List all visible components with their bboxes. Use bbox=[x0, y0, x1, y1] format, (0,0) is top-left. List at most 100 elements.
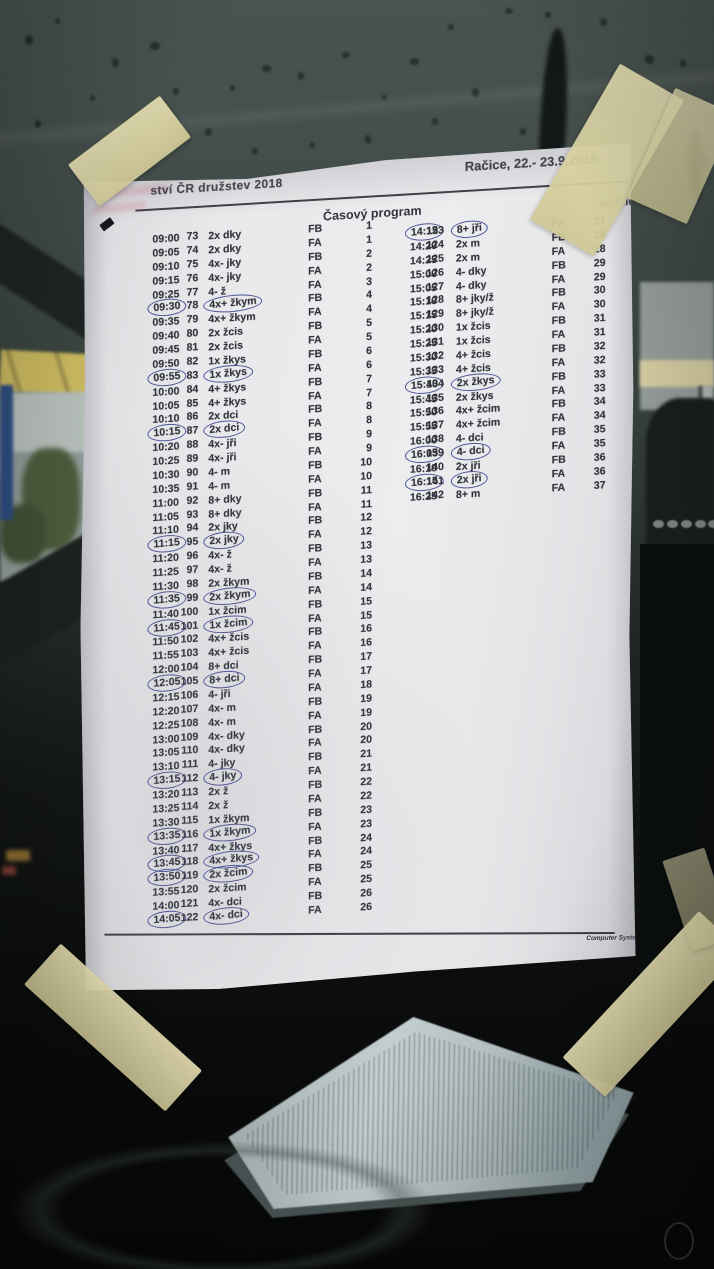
race-number: 111 bbox=[181, 758, 199, 772]
rain-droplet bbox=[252, 148, 258, 154]
start-time: 10:10 bbox=[116, 413, 152, 415]
rain-droplet bbox=[230, 85, 235, 91]
race-order: 6 bbox=[366, 344, 372, 358]
start-time: 16:00 bbox=[409, 434, 437, 448]
start-time: 10:05 bbox=[116, 399, 152, 401]
start-time: 13:15 bbox=[116, 775, 152, 777]
race-order: 36 bbox=[593, 464, 606, 478]
start-time: 15:40 bbox=[374, 379, 410, 381]
race-order: 29 bbox=[593, 270, 606, 284]
yellow-barrier-right bbox=[640, 360, 714, 387]
start-time: 10:20 bbox=[116, 441, 152, 443]
start-time: 13:50 bbox=[116, 872, 152, 874]
start-time: 13:45 bbox=[116, 858, 152, 860]
race-order: 15 bbox=[360, 594, 372, 608]
race-order: 31 bbox=[593, 325, 606, 339]
race-order: 26 bbox=[360, 886, 372, 900]
heat-label: FA bbox=[308, 681, 322, 695]
heat-label: FA bbox=[308, 764, 322, 778]
race-number: 86 bbox=[186, 410, 199, 424]
start-time: 11:55 bbox=[116, 650, 152, 652]
start-time: 09:10 bbox=[116, 260, 152, 262]
heat-label: FA bbox=[308, 875, 322, 889]
race-number: 96 bbox=[186, 549, 199, 563]
race-number: 140 bbox=[426, 460, 444, 474]
heat-label: FA bbox=[551, 481, 566, 495]
start-time: 11:30 bbox=[116, 580, 152, 582]
schedule-paper: ství ČR družstev 2018 Račice, 22.- 23.9.… bbox=[80, 143, 635, 997]
race-order: 14 bbox=[360, 580, 372, 594]
race-number: 108 bbox=[180, 716, 199, 730]
race-order: 9 bbox=[366, 441, 372, 455]
start-time: 11:15 bbox=[116, 538, 152, 540]
rain-droplet bbox=[55, 18, 60, 24]
race-order: 37 bbox=[593, 478, 606, 492]
race-number: 94 bbox=[186, 521, 199, 535]
rain-droplet bbox=[520, 128, 526, 135]
heat-label: FB bbox=[308, 458, 323, 472]
race-order: 29 bbox=[593, 256, 606, 270]
rain-droplet bbox=[448, 24, 454, 30]
heat-label: FA bbox=[308, 236, 322, 250]
start-time: 09:35 bbox=[116, 316, 152, 318]
race-order: 35 bbox=[593, 437, 606, 450]
heat-label: FA bbox=[308, 417, 322, 430]
race-order: 14 bbox=[360, 567, 372, 580]
race-number: 95 bbox=[186, 535, 199, 549]
race-order: 1 bbox=[366, 219, 372, 232]
heat-label: FA bbox=[551, 439, 566, 453]
start-time: 14:25 bbox=[409, 253, 437, 268]
start-time: 15:35 bbox=[409, 364, 437, 379]
heat-label: FB bbox=[551, 342, 566, 356]
rain-droplet bbox=[25, 35, 33, 45]
start-time: 15:30 bbox=[409, 350, 437, 365]
race-number: 103 bbox=[180, 646, 199, 660]
race-number: 107 bbox=[180, 702, 199, 716]
heat-label: FB bbox=[308, 347, 323, 361]
race-number: 114 bbox=[181, 799, 199, 813]
race-order: 3 bbox=[366, 275, 372, 288]
race-number: 110 bbox=[181, 744, 199, 758]
heat-label: FB bbox=[308, 889, 323, 903]
race-number: 131 bbox=[426, 335, 444, 349]
race-order: 33 bbox=[593, 367, 606, 381]
heat-label: FB bbox=[308, 597, 323, 611]
heat-label: FA bbox=[308, 583, 322, 597]
heat-label: FB bbox=[308, 625, 323, 639]
race-order: 21 bbox=[360, 761, 372, 775]
start-time: 11:10 bbox=[116, 524, 152, 526]
start-time: 09:05 bbox=[116, 247, 152, 249]
heat-label: FA bbox=[551, 328, 566, 342]
start-time: 11:05 bbox=[116, 511, 152, 513]
start-time: 15:10 bbox=[409, 295, 437, 309]
heat-label: FB bbox=[308, 834, 323, 847]
heat-label: FB bbox=[308, 292, 323, 305]
emblem-ring bbox=[664, 1222, 694, 1260]
race-order: 22 bbox=[360, 789, 372, 803]
race-number: 100 bbox=[180, 605, 199, 619]
race-number: 101 bbox=[180, 619, 199, 633]
race-order: 13 bbox=[360, 553, 372, 566]
race-number: 98 bbox=[186, 577, 199, 591]
car-lettering-dot bbox=[708, 520, 714, 528]
race-order: 25 bbox=[360, 872, 372, 886]
rain-droplet bbox=[342, 52, 350, 58]
start-time: 09:45 bbox=[116, 344, 152, 346]
heat-label: FB bbox=[308, 861, 323, 875]
car-lettering-dot bbox=[667, 520, 678, 528]
race-number: 137 bbox=[426, 418, 444, 432]
heat-label: FB bbox=[551, 286, 566, 300]
rain-droplet bbox=[310, 142, 315, 148]
race-number: 99 bbox=[186, 591, 199, 604]
start-time: 15:20 bbox=[409, 323, 437, 337]
race-number: 97 bbox=[186, 563, 199, 577]
heat-label: FB bbox=[308, 750, 323, 764]
heat-label: FA bbox=[308, 264, 322, 278]
start-time: 12:15 bbox=[116, 691, 152, 693]
schedule-table-afternoon: 14:15 123 8+ jři FA 27 14:20 124 2x m FB… bbox=[374, 213, 619, 506]
race-number: 80 bbox=[186, 327, 199, 340]
start-time: 09:25 bbox=[116, 288, 152, 290]
start-time: 13:20 bbox=[116, 789, 152, 791]
rain-droplet bbox=[262, 65, 271, 72]
